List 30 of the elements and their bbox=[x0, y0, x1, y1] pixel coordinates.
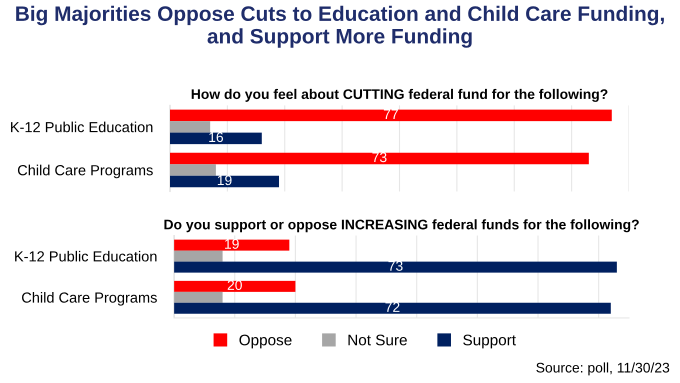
y-tick-label: Child Care Programs bbox=[22, 292, 157, 306]
chart-subtitle: Do you support or oppose INCREASING federal funds for the following? bbox=[164, 219, 639, 232]
source-note: Source: poll, 11/30/23 bbox=[536, 362, 670, 376]
bar bbox=[174, 240, 290, 251]
data-label: 19 bbox=[225, 239, 239, 249]
data-label: 72 bbox=[385, 302, 400, 312]
bar bbox=[170, 152, 589, 164]
data-label: 20 bbox=[228, 280, 242, 290]
bar bbox=[170, 176, 280, 188]
bar bbox=[174, 262, 617, 273]
legend-label: Oppose bbox=[239, 334, 292, 348]
legend-label: Support bbox=[463, 334, 516, 348]
data-label: 73 bbox=[372, 152, 387, 162]
bar bbox=[170, 121, 210, 133]
data-label: 77 bbox=[384, 109, 398, 119]
data-label: 19 bbox=[218, 175, 232, 186]
chart-title: Big Majorities Oppose Cuts to Education and Child Care Funding, and Support More Funding bbox=[16, 6, 664, 48]
chart-subtitle: How do you feel about CUTTING federal fund for the following? bbox=[192, 88, 608, 102]
y-tick-label: Child Care Programs bbox=[18, 164, 153, 178]
bar bbox=[174, 280, 296, 292]
data-label: 16 bbox=[209, 132, 224, 142]
bar bbox=[174, 302, 611, 314]
legend-label: Not Sure bbox=[348, 334, 407, 346]
bar bbox=[170, 164, 216, 176]
y-tick-label: K-12 Public Education bbox=[11, 122, 152, 132]
bar bbox=[174, 292, 223, 303]
bar bbox=[170, 132, 262, 144]
bar bbox=[170, 110, 612, 122]
bar bbox=[174, 250, 223, 262]
y-tick-label: K-12 Public Education bbox=[15, 250, 156, 262]
